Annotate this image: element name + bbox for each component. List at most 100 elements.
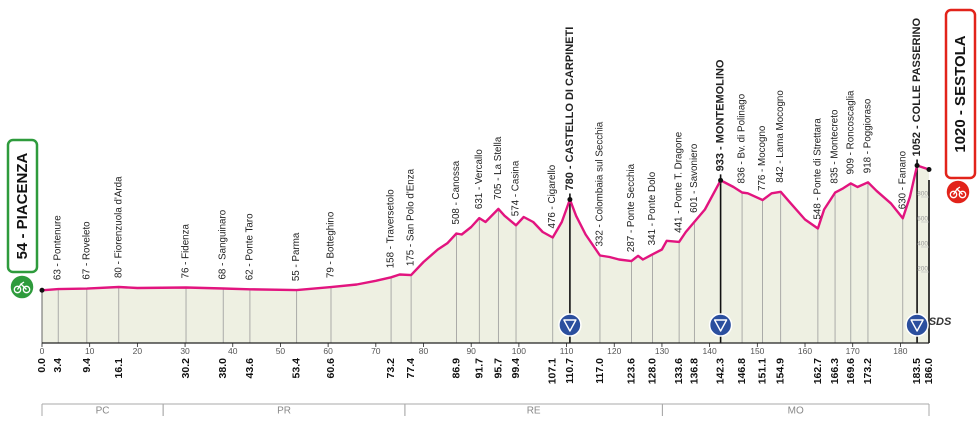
km-label: 95.7 [492, 358, 504, 379]
region-label: PC [96, 406, 110, 417]
waypoint-label: 62 - Ponte Taro [244, 213, 255, 280]
logo: SDS [929, 316, 952, 328]
waypoint-label: 67 - Roveleto [81, 221, 92, 280]
x-tick-label: 140 [703, 346, 717, 356]
y-tick-label: 600 [917, 216, 928, 223]
bike-icon [9, 274, 35, 300]
x-tick-label: 60 [323, 346, 333, 356]
km-label: 107.1 [547, 358, 559, 384]
km-label: 186.0 [923, 358, 935, 384]
waypoint-label: 341 - Ponte Dolo [647, 171, 658, 245]
summit-point [718, 177, 724, 183]
km-label: 77.4 [405, 358, 417, 379]
km-label: 38.0 [217, 358, 229, 379]
x-tick-label: 160 [798, 346, 812, 356]
x-tick-label: 170 [846, 346, 860, 356]
y-tick-label: 800 [917, 191, 928, 198]
waypoint-label: 63 - Pontenure [53, 215, 64, 280]
waypoint-label: 441 - Ponte T. Dragone [674, 131, 685, 233]
km-label: 173.2 [862, 358, 874, 384]
waypoint-label: 836 - Bv. di Polinago [737, 93, 748, 183]
km-label: 151.1 [757, 358, 769, 384]
waypoint-label: 158 - Traversetolo [386, 189, 397, 269]
summit-point [567, 197, 573, 202]
waypoint-label: 55 - Parma [291, 232, 302, 281]
waypoint-label: 80 - Fiorenzuola d'Arda [113, 176, 124, 278]
km-label: 166.3 [829, 358, 841, 384]
waypoint-label: 909 - Roncoscaglia [845, 90, 856, 174]
km-label: 142.3 [715, 358, 727, 384]
km-label: 0.0 [36, 358, 48, 373]
summit-label: 780 - CASTELLO DI CARPINETI [564, 27, 576, 191]
gpm-marker-triangle [910, 319, 924, 332]
km-label: 43.6 [244, 358, 256, 379]
waypoint-label: 776 - Mocogno [757, 125, 768, 191]
bike-wheel [22, 285, 31, 294]
waypoint-label: 918 - Poggioraso [862, 98, 873, 173]
x-tick-label: 180 [893, 346, 907, 356]
km-label: 16.1 [113, 358, 125, 379]
finish-point [926, 167, 932, 172]
profile-line [41, 164, 930, 292]
region-label: RE [527, 406, 541, 417]
x-tick-label: 30 [180, 346, 190, 356]
finish-box [944, 8, 977, 180]
bike-frame [952, 186, 963, 195]
waypoint-label: 76 - Fidenza [181, 223, 192, 278]
km-label: 73.2 [385, 358, 397, 379]
x-tick-label: 150 [750, 346, 764, 356]
x-tick-label: 130 [655, 346, 669, 356]
gpm-marker-triangle [713, 319, 728, 332]
x-tick-label: 50 [276, 346, 286, 356]
waypoint-label: 68 - Sanguinaro [218, 209, 229, 279]
km-label: 91.7 [473, 358, 485, 379]
x-tick-label: 10 [85, 346, 95, 356]
x-tick-label: 120 [607, 346, 621, 356]
bike-icon [945, 179, 971, 205]
waypoint-label: 630 - Fanano [897, 150, 908, 209]
km-label: 3.4 [52, 358, 64, 373]
region-label: MO [788, 406, 804, 417]
waypoint-label: 508 - Canossa [451, 160, 462, 224]
summit-point [914, 163, 920, 168]
x-tick-label: 20 [133, 346, 143, 356]
waypoint-label: 601 - Savoniero [689, 143, 700, 213]
waypoint-label: 79 - Botteghino [325, 211, 336, 278]
waypoint-label: 574 - Casina [511, 160, 522, 216]
km-label: 117.0 [594, 358, 606, 384]
y-tick-label: 200 [917, 266, 928, 273]
km-label: 110.7 [564, 358, 576, 384]
waypoint-label: 476 - Cigarello [547, 164, 558, 228]
waypoint-label: 175 - San Polo d'Enza [406, 168, 417, 266]
x-tick-label: 70 [371, 346, 381, 356]
waypoint-label: 705 - La Stella [493, 136, 504, 200]
x-tick-label: 40 [228, 346, 238, 356]
km-label: 162.7 [812, 358, 824, 384]
km-label: 99.4 [510, 358, 522, 379]
waypoint-label: 835 - Montecreto [830, 109, 841, 184]
x-tick-label: 80 [419, 346, 429, 356]
profile-area [42, 165, 929, 343]
km-label: 169.6 [845, 358, 857, 384]
summit-label: 1052 - COLLE PASSERINO [911, 18, 923, 157]
bike-frame [16, 281, 27, 290]
summit-label: 933 - MONTEMOLINO [715, 59, 727, 171]
km-label: 133.6 [673, 358, 685, 384]
start-box [6, 138, 39, 274]
x-tick-label: 110 [560, 346, 574, 356]
waypoint-label: 631 - Vercallo [474, 149, 485, 209]
km-label: 9.4 [81, 358, 93, 373]
waypoint-label: 287 - Ponte Secchia [626, 163, 637, 252]
km-label: 60.6 [325, 358, 337, 379]
km-label: 123.6 [625, 358, 637, 384]
km-label: 86.9 [450, 358, 462, 379]
km-label: 183.5 [911, 358, 923, 384]
x-tick-label: 100 [512, 346, 526, 356]
km-label: 136.8 [688, 358, 700, 384]
finish-label: 1020 - SESTOLA [952, 35, 969, 152]
km-label: 154.9 [775, 358, 787, 384]
bike-wheel [13, 285, 22, 294]
km-label: 146.8 [736, 358, 748, 384]
